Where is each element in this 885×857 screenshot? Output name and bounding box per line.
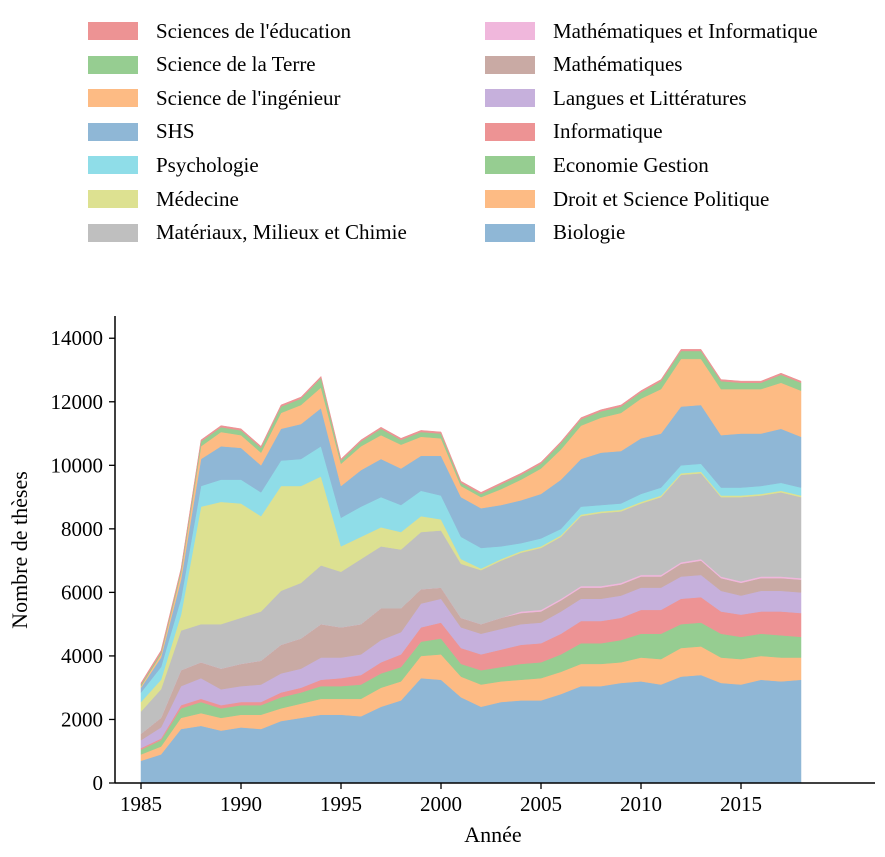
legend-label: Biologie [553,220,626,245]
x-axis-label: Année [464,822,521,847]
legend-swatch [485,89,535,108]
y-tick-label: 10000 [51,453,104,477]
legend-item: Sciences de l'éducation [88,14,351,48]
legend-swatch [485,55,535,74]
legend-item: Science de l'ingénieur [88,81,341,115]
legend-swatch [88,223,138,242]
legend-label: Droit et Science Politique [553,186,770,211]
y-tick-label: 8000 [61,517,103,541]
y-tick-label: 14000 [51,326,104,350]
legend-label: SHS [156,119,195,144]
legend-swatch [88,55,138,74]
x-tick-label: 2010 [620,792,662,816]
legend-item: Mathématiques et Informatique [485,14,818,48]
legend-item: SHS [88,115,195,149]
x-tick-group: 1985 1990 1995 2000 2005 2010 2015 [120,783,762,816]
legend-item: Economie Gestion [485,148,709,182]
legend-swatch [88,22,138,40]
legend-swatch [88,156,138,175]
legend-item: Science de la Terre [88,48,316,82]
legend-item: Psychologie [88,148,259,182]
y-tick-label: 0 [93,771,104,795]
axes: 1985 1990 1995 2000 2005 2010 2015 0 2000 4000 60… [7,316,875,847]
x-tick-label: 1985 [120,792,162,816]
legend-swatch [88,190,138,208]
x-tick-label: 2000 [420,792,462,816]
legend-item: Matériaux, Milieux et Chimie [88,216,407,250]
legend-label: Economie Gestion [553,152,709,177]
legend-swatch [485,223,535,242]
legend-label: Science de l'ingénieur [156,85,341,110]
legend-item: Informatique [485,115,663,149]
legend-swatch [88,122,138,141]
legend-swatch [88,89,138,108]
y-axis-label: Nombre de thèses [7,471,32,629]
x-tick-label: 1995 [320,792,362,816]
legend-label: Langues et Littératures [553,85,747,110]
legend-swatch [485,22,535,40]
x-tick-label: 2005 [520,792,562,816]
legend-item: Médecine [88,182,239,216]
legend-item: Mathématiques [485,48,682,82]
legend-swatch [485,156,535,175]
legend-item: Droit et Science Politique [485,182,769,216]
y-tick-group: 0 2000 4000 6000 8000 10000 12000 14000 [51,326,115,795]
legend: Sciences de l'éducation Science de la Ter… [88,14,878,254]
legend-label: Psychologie [156,152,259,177]
area-series-group [140,349,802,784]
legend-label: Science de la Terre [156,52,316,77]
legend-swatch [485,122,535,141]
legend-label: Informatique [553,119,663,144]
y-tick-label: 6000 [61,580,103,604]
legend-label: Mathématiques [553,52,683,77]
legend-swatch [485,190,535,208]
legend-label: Mathématiques et Informatique [553,18,818,43]
x-tick-label: 1990 [220,792,262,816]
legend-label: Sciences de l'éducation [156,18,352,43]
legend-label: Médecine [156,186,239,211]
y-tick-label: 12000 [51,390,104,414]
area-series-13 [140,349,802,686]
y-tick-label: 2000 [61,707,103,731]
legend-item: Langues et Littératures [485,81,747,115]
legend-item: Biologie [485,216,625,250]
x-tick-label: 2015 [720,792,762,816]
y-tick-label: 4000 [61,644,103,668]
legend-label: Matériaux, Milieux et Chimie [156,220,407,245]
